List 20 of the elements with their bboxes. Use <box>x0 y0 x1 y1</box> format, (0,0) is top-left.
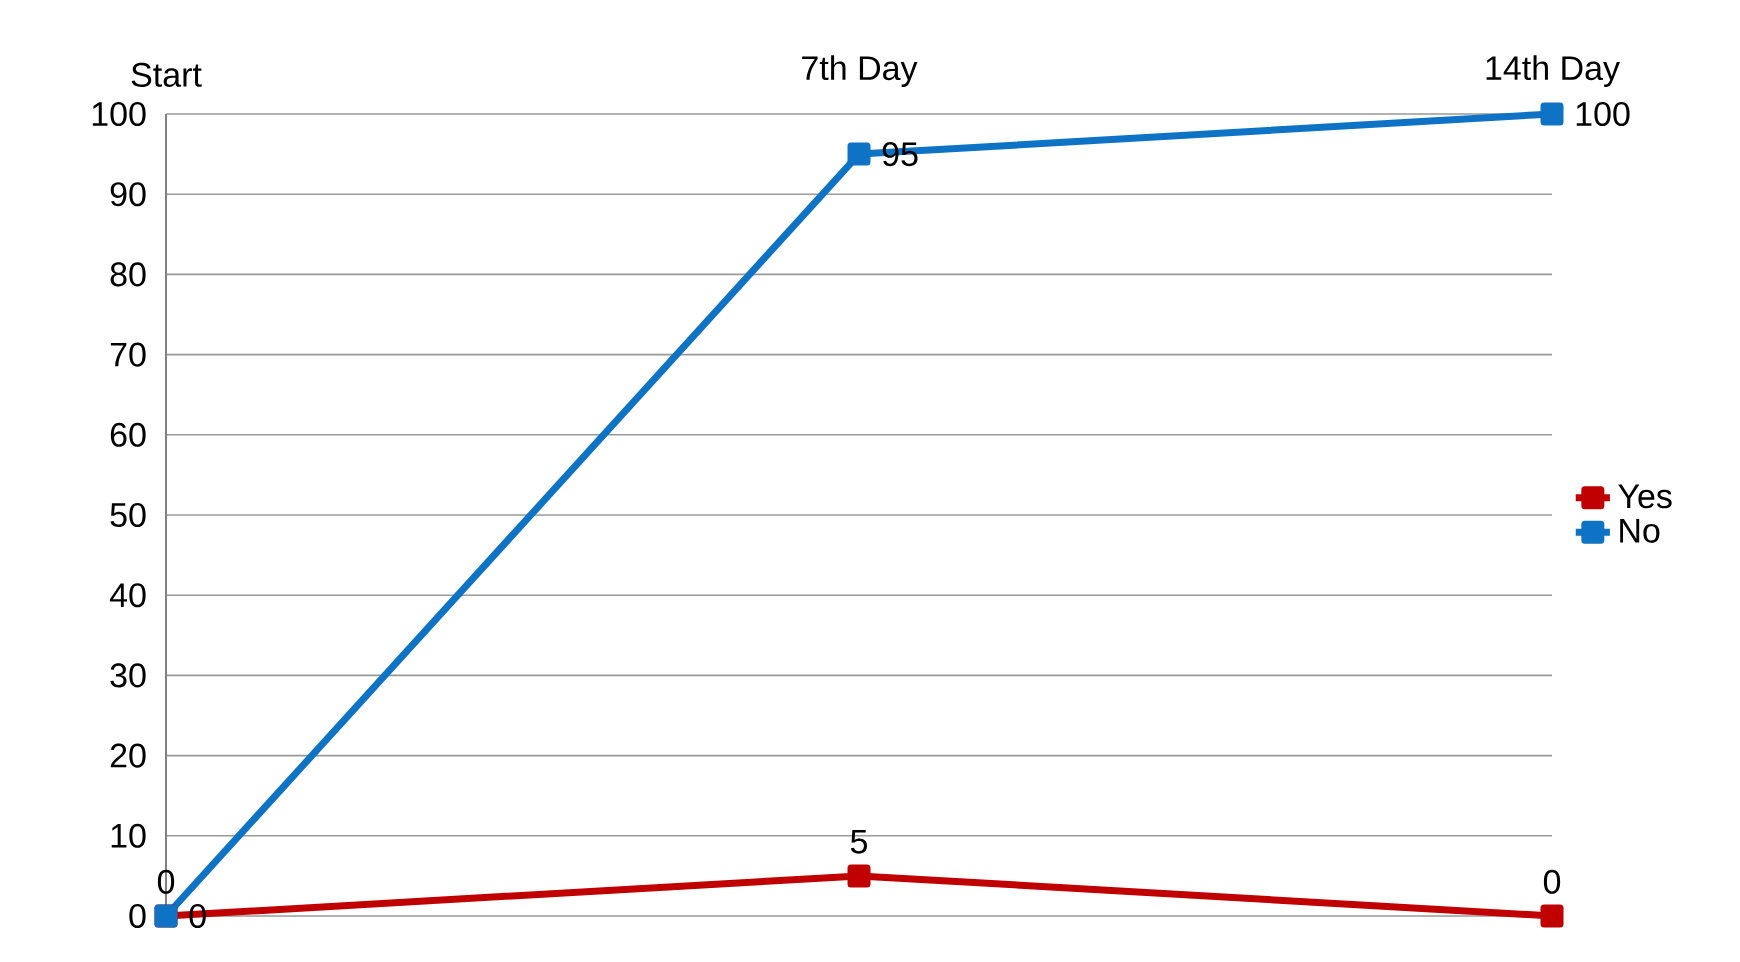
x-tick-label: Start <box>131 62 202 87</box>
y-tick-label: 70 <box>110 342 146 367</box>
y-tick-label: 40 <box>109 583 146 608</box>
y-tick-label: 10 <box>111 823 146 848</box>
y-tick-label: 20 <box>110 743 146 768</box>
y-tick-label: 90 <box>110 182 146 207</box>
y-tick-label: 0 <box>129 903 146 929</box>
data-label: 5 <box>850 829 868 854</box>
legend-label: No <box>1620 518 1660 543</box>
x-tick-label: 7th Day <box>802 55 918 87</box>
y-tick-label: 30 <box>110 663 146 688</box>
y-tick-label: 50 <box>110 502 146 528</box>
data-label: 100 <box>1576 101 1630 127</box>
legend-label: Yes <box>1618 484 1672 509</box>
y-tick-label: 100 <box>92 101 146 127</box>
data-label: 0 <box>157 869 175 894</box>
x-tick-label: 14th Day <box>1486 55 1620 87</box>
y-tick-label: 60 <box>110 422 146 447</box>
y-tick-label: 80 <box>110 262 146 287</box>
data-label: 0 <box>1543 869 1561 894</box>
